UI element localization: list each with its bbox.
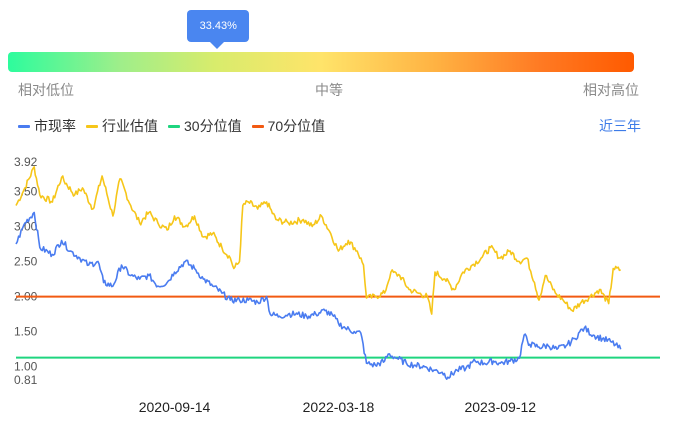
valuation-gauge-bar (8, 52, 634, 72)
series-lines (15, 166, 622, 380)
legend-label-industry: 行业估值 (102, 118, 158, 134)
legend-item-p30[interactable]: 30分位值 (168, 116, 242, 136)
legend-label-p30: 30分位值 (184, 118, 242, 134)
legend-item-p70[interactable]: 70分位值 (251, 116, 326, 136)
legend-label-p70: 70分位值 (267, 118, 326, 134)
legend-label-pe: 市现率 (34, 118, 76, 134)
chart-legend: 市现率 行业估值 30分位值 70分位值 (18, 116, 335, 136)
gauge-low-label: 相对低位 (18, 82, 74, 98)
legend-item-industry[interactable]: 行业估值 (86, 116, 158, 136)
y-tick-label: 3.50 (14, 184, 38, 198)
y-tick-label: 1.00 (14, 360, 38, 374)
gauge-mid-label: 中等 (315, 82, 343, 98)
series-line-pe (15, 211, 622, 380)
legend-item-pe[interactable]: 市现率 (18, 116, 76, 136)
legend-swatch-p70 (251, 124, 264, 128)
y-axis-ticks: 3.923.503.002.502.001.501.000.81 (14, 155, 38, 387)
y-tick-label: 2.50 (14, 255, 38, 269)
percentile-tooltip: 33.43% (187, 10, 250, 49)
x-axis-ticks: 2020-09-14 2022-03-18 2023-09-12 (139, 399, 537, 415)
x-tick-label: 2023-09-12 (464, 399, 536, 415)
reference-lines (16, 295, 660, 359)
period-selector[interactable]: 近三年 (599, 118, 641, 134)
y-tick-label: 1.50 (14, 325, 38, 339)
legend-swatch-p30 (168, 124, 180, 128)
valuation-line-chart: 3.923.503.002.502.001.501.000.81 2020-09… (14, 155, 660, 415)
legend-swatch-pe (18, 124, 30, 128)
percentile-tooltip-text: 33.43% (199, 20, 237, 32)
y-tick-label: 3.00 (14, 219, 38, 233)
legend-swatch-industry (86, 124, 98, 128)
series-line-industry (15, 166, 621, 315)
y-tick-label: 3.92 (14, 155, 38, 169)
x-tick-label: 2020-09-14 (139, 399, 211, 415)
x-tick-label: 2022-03-18 (303, 399, 375, 415)
gauge-high-label: 相对高位 (583, 82, 639, 98)
y-tick-label: 0.81 (14, 373, 38, 387)
